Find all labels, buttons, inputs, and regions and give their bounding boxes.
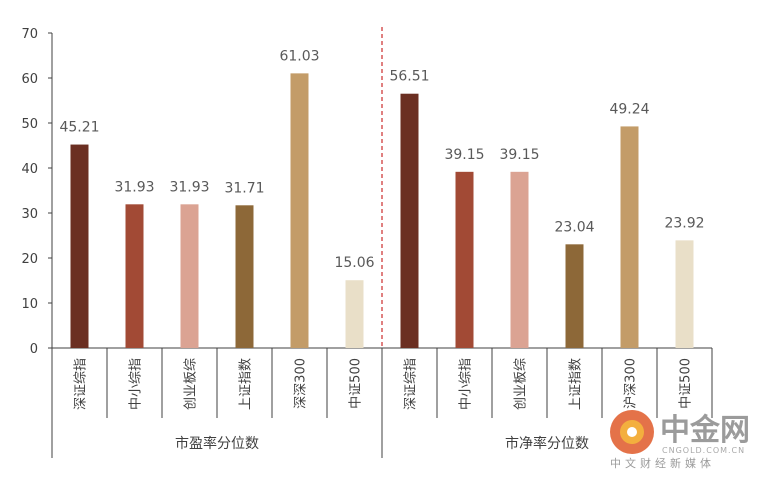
category-label: 中小综指 xyxy=(129,358,144,410)
data-label: 49.24 xyxy=(609,101,649,117)
category-label: 中证500 xyxy=(349,358,364,409)
bar xyxy=(70,144,89,348)
bar xyxy=(235,205,254,348)
y-tick-label: 30 xyxy=(21,207,38,222)
category-labels: 深证综指 中小综指 创业板综 上证指数 深深300 中证500 深证综指 中小综指 创业板综 上证… xyxy=(74,358,694,410)
bar xyxy=(180,204,199,348)
data-label: 61.03 xyxy=(279,48,319,64)
data-label: 31.71 xyxy=(224,180,264,196)
data-label: 31.93 xyxy=(169,179,209,195)
bar xyxy=(510,171,529,348)
data-label: 15.06 xyxy=(334,255,374,271)
data-label: 39.15 xyxy=(499,147,539,163)
category-label: 创业板综 xyxy=(514,358,529,410)
data-label: 45.21 xyxy=(59,120,99,136)
category-label: 上证指数 xyxy=(569,358,584,410)
data-label: 23.04 xyxy=(554,219,594,235)
category-label: 深深300 xyxy=(294,358,309,409)
y-tick-label: 20 xyxy=(21,252,38,267)
logo-icon xyxy=(610,410,654,454)
bar xyxy=(290,73,309,349)
group-labels: 市盈率分位数 市净率分位数 xyxy=(175,435,589,452)
category-label: 中小综指 xyxy=(459,358,474,410)
group-label: 市盈率分位数 xyxy=(175,435,259,452)
watermark-tagline: 中文财经新媒体 xyxy=(610,456,715,470)
category-label: 深证综指 xyxy=(74,358,89,410)
category-label: 深证综指 xyxy=(404,358,419,410)
bar xyxy=(400,93,419,348)
watermark: 中金网 CNGOLD.COM.CN 中文财经新媒体 xyxy=(610,410,750,470)
group-label: 市净率分位数 xyxy=(505,435,589,452)
category-label: 中证500 xyxy=(679,358,694,409)
data-labels: 45.21 31.93 31.93 31.71 61.03 15.06 56.51 39.15… xyxy=(59,48,704,271)
y-tick-label: 70 xyxy=(21,27,38,42)
data-label: 31.93 xyxy=(114,179,154,195)
y-tick-label: 0 xyxy=(30,342,38,357)
bar xyxy=(455,171,474,348)
y-axis-ticks: 0 10 20 30 40 50 60 70 xyxy=(21,27,52,357)
y-tick-label: 40 xyxy=(21,162,38,177)
watermark-name: 中金网 xyxy=(660,413,750,448)
category-label: 上证指数 xyxy=(239,358,254,410)
bar xyxy=(125,204,144,348)
y-tick-label: 10 xyxy=(21,297,38,312)
bars xyxy=(70,73,694,349)
bar xyxy=(565,244,584,348)
category-label: 创业板综 xyxy=(184,358,199,410)
y-tick-label: 50 xyxy=(21,117,38,132)
chart-axes xyxy=(51,27,713,458)
watermark-url: CNGOLD.COM.CN xyxy=(662,446,745,455)
bar xyxy=(620,126,639,348)
data-label: 56.51 xyxy=(389,69,429,85)
y-tick-label: 60 xyxy=(21,72,38,87)
bar xyxy=(675,240,694,348)
data-label: 23.92 xyxy=(664,215,704,231)
data-label: 39.15 xyxy=(444,147,484,163)
bar xyxy=(345,280,364,348)
category-label: 沪深300 xyxy=(623,358,639,409)
